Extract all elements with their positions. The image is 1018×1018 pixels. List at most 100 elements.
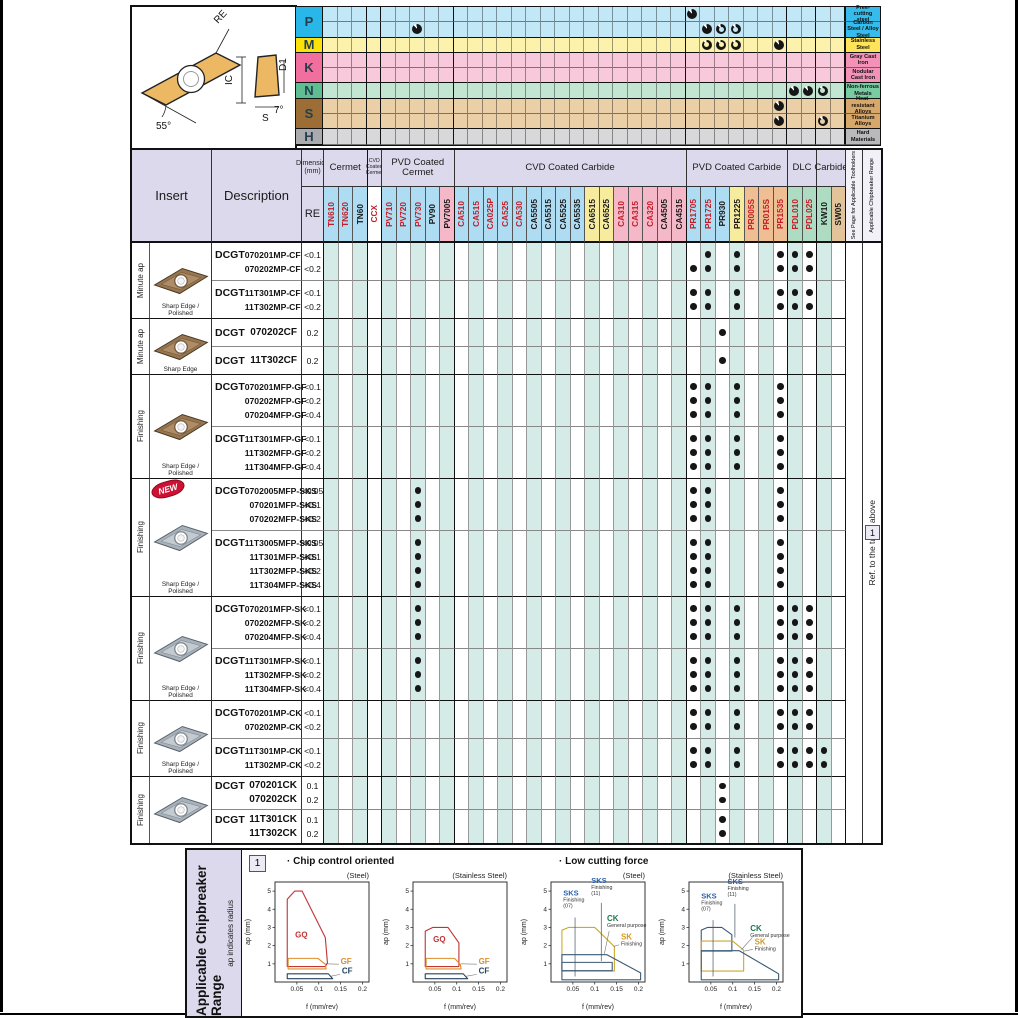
grade-dot-cell — [411, 479, 426, 531]
grade-dot-cell — [541, 777, 556, 810]
recommendation-dot — [806, 671, 813, 678]
grade-dot-cell — [498, 243, 513, 281]
material-cell — [787, 37, 802, 53]
application-text: Finishing — [136, 410, 145, 443]
grade-dot-cell — [817, 479, 832, 531]
grade-dot-cell — [353, 479, 368, 531]
grade-dot-cell — [469, 243, 484, 281]
material-cell — [323, 98, 338, 115]
dot-slot — [704, 654, 711, 668]
insert-photo — [152, 635, 209, 662]
region-leader — [604, 931, 610, 954]
grade-name: PV710 — [383, 201, 394, 227]
material-cell — [598, 37, 613, 53]
grade-dot-cell — [353, 649, 368, 701]
material-cell — [482, 37, 497, 53]
recommendation-dot — [704, 501, 711, 508]
material-cell — [584, 83, 599, 99]
dot-slot — [806, 682, 813, 696]
recommendation-dot — [777, 487, 784, 494]
re-value-cell: <0.1 <0.2 — [302, 739, 324, 777]
description-cell: DCGT 11T301CK 11T302CK — [212, 810, 302, 843]
insert-series-prefix: DCGT — [215, 432, 245, 445]
insert-caption: Sharp Edge / Polished — [161, 581, 200, 595]
insert-code: 070201MP-CF — [244, 249, 301, 260]
grade-dot-cell — [541, 597, 556, 649]
re-value: 0.2 — [306, 828, 319, 839]
material-cell — [410, 22, 425, 38]
dot-slot — [806, 720, 813, 734]
plot-area — [274, 881, 370, 983]
grade-dot-cell — [817, 375, 832, 427]
material-cell — [656, 52, 671, 69]
insert-photo — [152, 333, 209, 360]
recommendation-dot — [414, 515, 421, 522]
material-cell — [497, 83, 512, 99]
material-label: Gray Cast Iron — [845, 52, 880, 69]
grade-dot-cell — [338, 375, 353, 427]
grade-dot-cell — [643, 701, 658, 739]
region-SK — [561, 926, 615, 972]
insert-codes: 070201CK 070202CK — [248, 779, 301, 807]
grade-dot-cell — [788, 701, 803, 739]
grade-name: CA4505 — [659, 198, 670, 230]
material-cell — [613, 114, 628, 130]
material-cell — [395, 98, 410, 115]
grade-column-header-CA6515: CA6515 — [585, 187, 600, 243]
grade-dot-cell — [599, 531, 614, 597]
x-tick-label: 0.1 — [314, 986, 323, 993]
grade-column-header-TN620: TN620 — [338, 187, 353, 243]
grade-dot-cell — [599, 777, 614, 810]
insert-code: 070202MP-CF — [244, 263, 301, 274]
insert-code: 070201MP-CK — [244, 707, 302, 718]
material-cell — [555, 129, 570, 145]
grade-dot-cell — [541, 319, 556, 347]
material-cell — [540, 83, 555, 99]
grade-dot-cell — [483, 319, 498, 347]
material-cell — [323, 37, 338, 53]
insert-series-prefix: DCGT — [215, 813, 245, 826]
grade-dot-cell — [614, 347, 629, 375]
material-cell — [671, 114, 686, 130]
dot-slot — [806, 602, 813, 616]
grade-column-header-PDL010: PDL010 — [788, 187, 803, 243]
grade-dot-cell — [585, 347, 600, 375]
chipbreaker-ref-number: 1 — [249, 855, 266, 872]
grade-dot-cell — [643, 777, 658, 810]
grade-dot-cell — [411, 281, 426, 319]
material-cell — [584, 7, 599, 23]
grade-column-header-PR1705: PR1705 — [686, 187, 701, 243]
material-cell — [584, 37, 599, 53]
material-cell — [555, 7, 570, 23]
recommendation-mark-inner — [820, 118, 826, 124]
grade-dot-cell — [483, 810, 498, 843]
grade-name: CA4515 — [673, 198, 684, 230]
material-cell — [758, 83, 773, 99]
material-label: Hard Materials — [845, 129, 880, 145]
grade-dot-cell — [744, 777, 759, 810]
description-wrap: DCGT 11T301MFP-SK 11T302MFP-SK 11T304MFP-SK — [215, 654, 306, 696]
insert-code: 070202MFP-SK — [244, 617, 307, 628]
grade-column-header-CA315: CA315 — [628, 187, 643, 243]
y-tick-label: 3 — [267, 924, 271, 931]
recommendation-dot — [733, 657, 740, 664]
grade-dot-cell — [338, 243, 353, 281]
grade-dot-cell — [614, 479, 629, 531]
grade-dot-cell — [556, 375, 571, 427]
grade-column-header-PV730: PV730 — [411, 187, 426, 243]
grade-dot-cell — [817, 701, 832, 739]
dot-slot — [806, 286, 813, 300]
region-leader — [613, 944, 620, 947]
recommendation-dot — [733, 303, 740, 310]
recommendation-dot — [806, 289, 813, 296]
material-cell — [772, 83, 787, 99]
grade-dot-cell — [672, 479, 687, 531]
grade-dot-cell — [730, 597, 745, 649]
grade-dot-cell — [541, 701, 556, 739]
dot-slot — [414, 536, 421, 550]
recommendation-dot — [791, 761, 798, 768]
grade-dot-cell — [324, 701, 339, 739]
material-cell — [511, 129, 526, 145]
grade-dot-cell — [382, 701, 397, 739]
